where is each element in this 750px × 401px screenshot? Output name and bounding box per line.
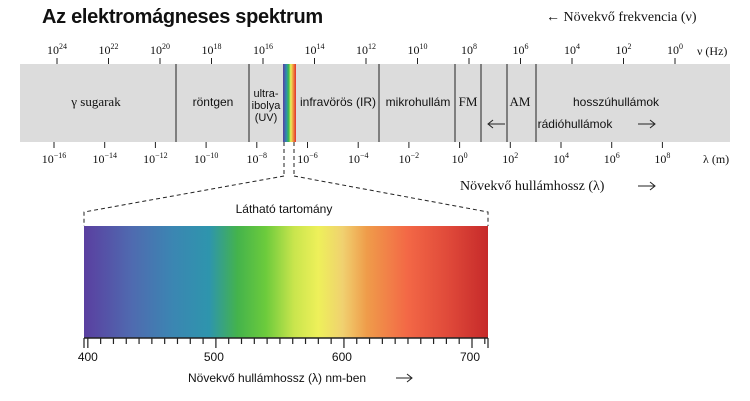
- wavelength-axis-exponent: −12: [155, 151, 168, 160]
- frequency-axis-label: 106: [513, 42, 529, 57]
- region-am-label: AM: [510, 94, 531, 109]
- visible-ruler-label: 400: [78, 350, 98, 364]
- region-ir-label: infravörös (IR): [300, 95, 376, 109]
- frequency-axis-label: 1016: [253, 42, 273, 57]
- wavelength-axis-label: 102: [502, 151, 518, 166]
- region-uv-label-3: (UV): [255, 112, 278, 124]
- radio-span-arrows: [487, 119, 656, 129]
- visible-axis-label: Növekvő hullámhossz (λ) nm-ben: [188, 371, 366, 385]
- frequency-axis-label: 1024: [47, 42, 67, 57]
- frequency-axis-label: 100: [667, 42, 683, 57]
- frequency-axis-exponent: 14: [317, 42, 325, 51]
- frequency-axis-exponent: 8: [473, 42, 477, 51]
- frequency-axis-exponent: 2: [628, 42, 632, 51]
- region-longwave-label: hosszúhullámok: [573, 95, 660, 109]
- wavelength-axis-exponent: 0: [464, 151, 468, 160]
- region-microwave-label: mikrohullám: [386, 95, 451, 109]
- wavelength-axis-exponent: −10: [206, 151, 219, 160]
- frequency-unit-label: ν (Hz): [697, 44, 727, 58]
- visible-ruler: 400 500 600 700: [78, 337, 489, 364]
- frequency-axis-label: 1022: [99, 42, 119, 57]
- visible-ruler-label: 600: [332, 350, 352, 364]
- visible-ruler-label: 500: [204, 350, 224, 364]
- frequency-axis-label: 1012: [356, 42, 376, 57]
- wavelength-axis-label: 10−16: [42, 151, 67, 166]
- frequency-axis-exponent: 16: [265, 42, 273, 51]
- wavelength-axis-label: 10−10: [194, 151, 219, 166]
- wavelength-direction-arrow: [638, 181, 656, 191]
- region-fm-label: FM: [459, 94, 478, 109]
- frequency-axis-exponent: 20: [162, 42, 170, 51]
- frequency-axis-label: 1020: [150, 42, 170, 57]
- visible-axis-arrow: [396, 373, 413, 383]
- frequency-axis-exponent: 22: [111, 42, 119, 51]
- wavelength-axis-exponent: 8: [666, 151, 670, 160]
- wavelength-axis-exponent: −8: [259, 151, 268, 160]
- wavelength-axis-label: 10−2: [399, 151, 420, 166]
- frequency-axis-exponent: 24: [59, 42, 67, 51]
- wavelength-direction-label: Növekvő hullámhossz (λ): [460, 179, 605, 194]
- region-dividers: [175, 64, 537, 142]
- wavelength-axis-exponent: −16: [54, 151, 67, 160]
- page-title: Az elektromágneses spektrum: [42, 6, 323, 28]
- wavelength-axis-exponent: 4: [565, 151, 569, 160]
- wavelength-axis-exponent: 2: [514, 151, 518, 160]
- wavelength-axis-exponent: −6: [309, 151, 318, 160]
- region-uv-label-2: ibolya: [252, 100, 282, 112]
- wavelength-axis-label: 10−8: [247, 151, 268, 166]
- region-gamma-label: γ sugarak: [70, 94, 121, 109]
- frequency-axis-exponent: 6: [525, 42, 529, 51]
- frequency-direction-label: ← Növekvő frekvencia (ν): [546, 10, 697, 25]
- visible-spectrum: [84, 226, 488, 338]
- wavelength-axis-label: 100: [452, 151, 468, 166]
- zoom-connectors: [83, 142, 489, 226]
- wavelength-axis-exponent: −14: [104, 151, 117, 160]
- spectrum-band: [20, 64, 730, 142]
- visible-range-title: Látható tartomány: [236, 202, 333, 216]
- wavelength-unit-label: λ (m): [703, 152, 729, 166]
- region-xray-label: röntgen: [193, 95, 234, 109]
- wavelength-axis-exponent: 6: [616, 151, 620, 160]
- wavelength-axis-label: 10−12: [143, 151, 168, 166]
- wavelength-axis-label: 10−14: [92, 151, 117, 166]
- frequency-axis-label: 1018: [202, 42, 222, 57]
- frequency-axis-label: 104: [564, 42, 580, 57]
- frequency-axis-exponent: 0: [679, 42, 683, 51]
- wavelength-axis-label: 10−6: [297, 151, 318, 166]
- wavelength-axis-label: 10−4: [348, 151, 369, 166]
- frequency-axis: 1024 1022 1020 1018 1016 1014 1012 1010 108 106 10…: [47, 42, 683, 64]
- region-radio-label: rádióhullámok: [538, 117, 614, 131]
- visible-slice: [283, 64, 296, 142]
- frequency-axis-label: 108: [461, 42, 477, 57]
- wavelength-axis: 10−16 10−14 10−12 10−10 10−8 10−6 10−4 10−2 100 1…: [42, 142, 670, 166]
- frequency-axis-label: 1010: [408, 42, 428, 57]
- wavelength-axis-exponent: −4: [360, 151, 369, 160]
- frequency-axis-exponent: 12: [368, 42, 376, 51]
- visible-ruler-label: 700: [460, 350, 480, 364]
- frequency-axis-exponent: 18: [214, 42, 222, 51]
- frequency-axis-exponent: 4: [576, 42, 580, 51]
- wavelength-axis-label: 104: [553, 151, 569, 166]
- wavelength-axis-label: 108: [654, 151, 670, 166]
- frequency-axis-exponent: 10: [420, 42, 428, 51]
- region-uv-label-1: ultra-: [253, 88, 278, 100]
- wavelength-axis-exponent: −2: [411, 151, 420, 160]
- frequency-axis-label: 102: [616, 42, 632, 57]
- wavelength-axis-label: 106: [604, 151, 620, 166]
- frequency-axis-label: 1014: [305, 42, 325, 57]
